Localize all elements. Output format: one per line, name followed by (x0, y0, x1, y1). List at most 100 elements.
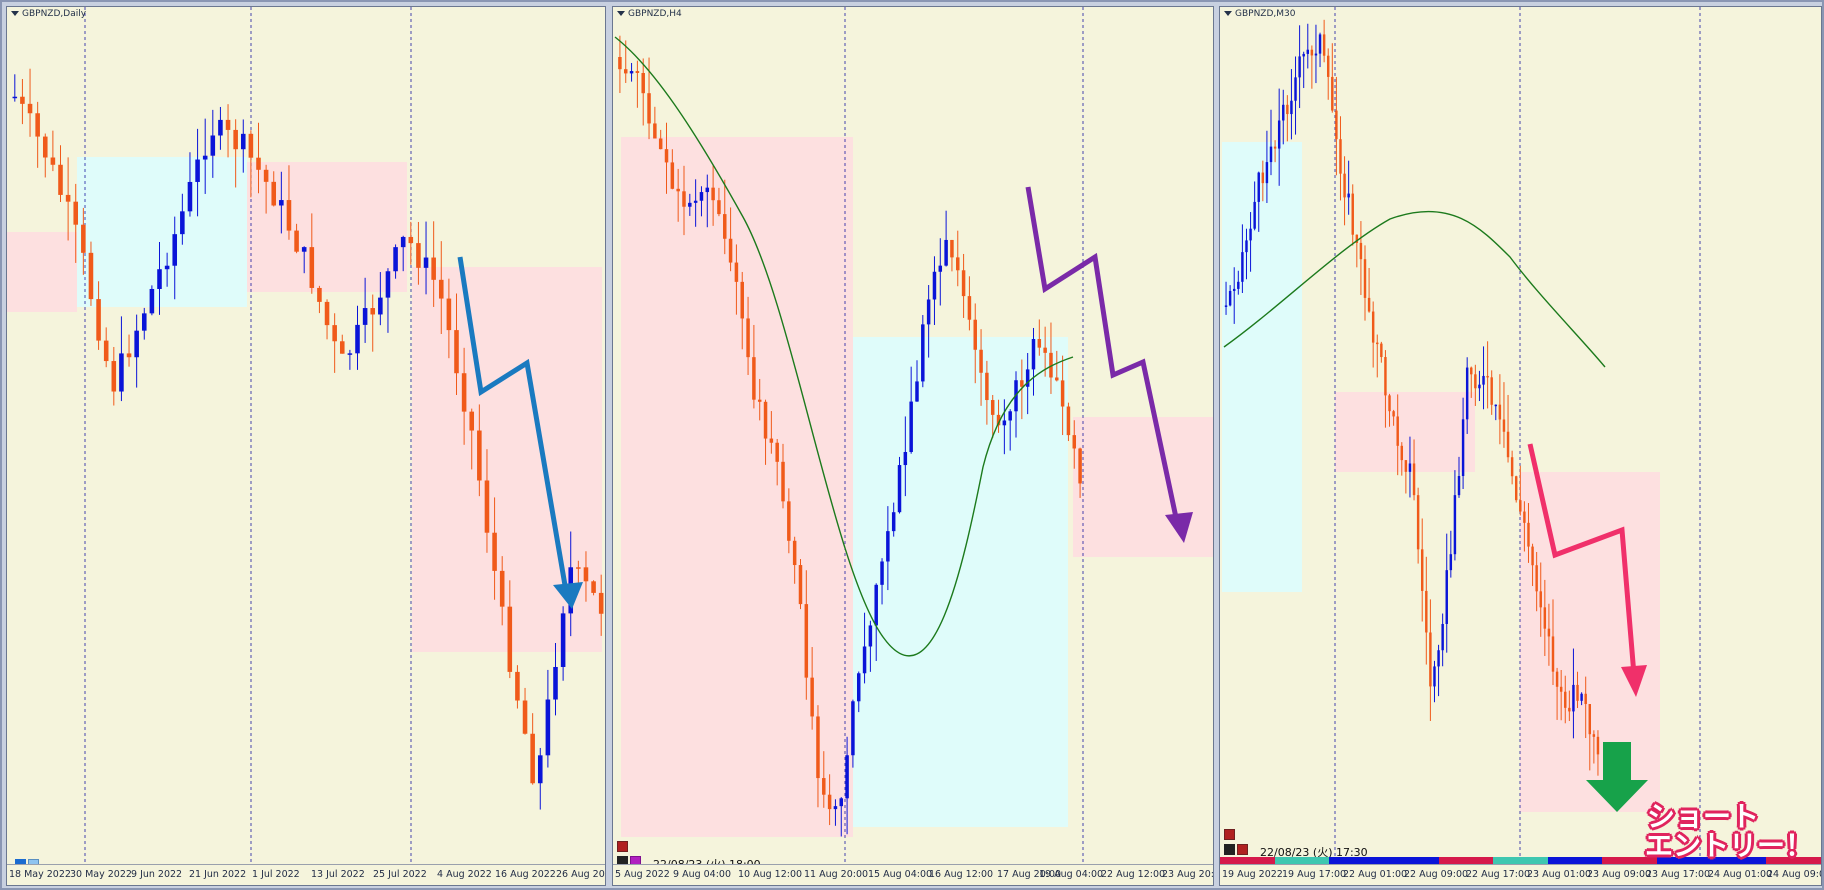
session-segment (1274, 857, 1330, 867)
zone-rect (621, 137, 853, 837)
candle-body (1580, 693, 1583, 701)
tick-label: 22 Aug 09:00 (1404, 869, 1469, 880)
candle-body (1498, 404, 1502, 420)
candle-body (583, 567, 589, 582)
candle-body (956, 257, 960, 271)
chart-canvas-m30[interactable] (1220, 7, 1822, 867)
badge-line-2: エントリー！ (1645, 829, 1814, 862)
candle-body (1294, 77, 1297, 101)
session-segment (1547, 857, 1603, 867)
candle-body (1302, 53, 1305, 57)
chevron-down-icon[interactable] (1224, 11, 1232, 16)
chevron-down-icon[interactable] (11, 11, 19, 16)
candle-body (688, 202, 692, 207)
candle-body (240, 133, 246, 150)
chart-panel-m30[interactable]: GBPNZD,M30 22/08/23 (火) 17:30 19 Aug 202… (1219, 6, 1822, 886)
chevron-down-icon[interactable] (617, 11, 625, 16)
candle-body (1433, 666, 1436, 687)
chart-panel-h4[interactable]: GBPNZD,H4 22/08/23 (火) 18:00 5 Aug 2022 … (612, 6, 1214, 886)
candle-body (623, 69, 628, 74)
zone-rect (1222, 142, 1302, 592)
candle-body (1384, 357, 1387, 396)
chart-panel-daily[interactable]: GBPNZD,Daily 18 May 2022 30 May 2022 9 J… (6, 6, 606, 886)
candle-body (1331, 76, 1334, 111)
chart-canvas-h4[interactable] (613, 7, 1214, 867)
tick-label: 19 Aug 2022 (1222, 869, 1283, 880)
candle-body (1359, 242, 1363, 260)
candle-body (50, 157, 56, 165)
candle-body (20, 96, 25, 104)
candle-body (1249, 228, 1252, 241)
candle-body (682, 191, 686, 207)
candle-body (1453, 495, 1457, 555)
candle-body (909, 401, 913, 452)
candle-body (73, 201, 79, 225)
candle-body (324, 301, 330, 326)
candle-body (1470, 367, 1473, 375)
candle-body (1343, 173, 1346, 198)
candle-body (938, 265, 943, 272)
candle-body (862, 646, 867, 674)
candle-body (891, 512, 896, 532)
candle-body (416, 243, 421, 268)
candle-body (1380, 343, 1383, 358)
session-segment (1383, 857, 1439, 867)
candle-body (1461, 419, 1465, 477)
tick-label: 15 Aug 04:00 (868, 869, 933, 880)
candle-body (1523, 511, 1526, 523)
candle-body (990, 400, 995, 415)
candle-body (1261, 172, 1265, 184)
candle-body (1055, 377, 1059, 381)
candle-body (294, 230, 299, 252)
candle-body (798, 565, 803, 605)
candle-body (1502, 419, 1506, 432)
candle-body (1060, 380, 1065, 407)
zigzag-down-arrow (457, 256, 570, 598)
minimize-button[interactable] (1224, 829, 1235, 840)
candle-body (658, 138, 663, 150)
candle-body (96, 299, 101, 341)
tick-label: 25 Jul 2022 (373, 869, 427, 880)
candle-body (187, 181, 193, 212)
candle-body (1425, 590, 1428, 633)
candle-body (469, 411, 475, 431)
candle-body (1555, 671, 1559, 687)
scroll-button[interactable] (1224, 844, 1235, 855)
candle-body (1514, 476, 1518, 501)
candle-body (119, 353, 124, 392)
tick-label: 19 Aug 04:00 (1039, 869, 1104, 880)
candle-body (1551, 636, 1555, 672)
chart-shift-button[interactable] (1237, 844, 1248, 855)
candle-body (446, 298, 452, 331)
candle-body (438, 279, 444, 299)
candle-body (1286, 104, 1289, 115)
candle-body (248, 133, 254, 158)
candle-body (693, 200, 698, 203)
candle-body (332, 325, 337, 342)
arrow-head (1621, 665, 1647, 697)
candle-body (1031, 338, 1036, 370)
candle-body (58, 164, 63, 195)
candle-body (1269, 146, 1273, 163)
candle-body (65, 194, 71, 202)
candle-body (347, 353, 353, 355)
candle-body (378, 297, 383, 315)
candle-body (1416, 495, 1420, 550)
candle-body (233, 129, 238, 150)
candle-body (1547, 628, 1551, 637)
candle-body (629, 71, 634, 74)
candle-body (1002, 420, 1007, 426)
candle-body (856, 673, 861, 702)
tick-label: 16 Aug 2022 (495, 869, 556, 880)
candle-body (1392, 411, 1395, 417)
candle-body (664, 149, 669, 163)
candle-body (641, 72, 645, 94)
candle-body (1363, 259, 1367, 298)
candle-body (164, 265, 170, 270)
minimize-button[interactable] (617, 841, 628, 852)
candle-body (1449, 554, 1453, 571)
tick-label: 19 Aug 17:00 (1282, 869, 1347, 880)
chart-canvas-daily[interactable] (7, 7, 606, 867)
candle-body (560, 613, 566, 667)
